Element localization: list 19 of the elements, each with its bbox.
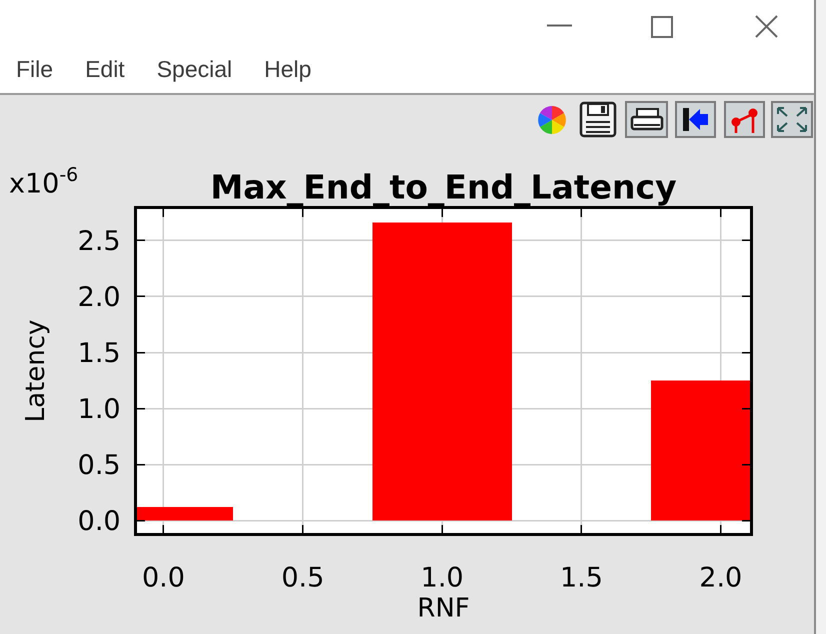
x-tick-label: 0.0 <box>142 562 185 594</box>
text: x10$^{-6}$ <box>9 164 78 200</box>
y-tick-label: 2.5 <box>78 226 121 257</box>
y-axis-title: Latency <box>21 320 52 422</box>
text: File <box>16 56 54 83</box>
x-axis-title: RNF <box>417 593 470 624</box>
text: Edit <box>85 56 125 83</box>
x-tick-label: 1.5 <box>560 562 603 594</box>
text: Help <box>264 56 312 83</box>
chart-title: Max_End_to_End_Latency <box>210 168 677 207</box>
text: Special <box>156 56 232 83</box>
x-tick-label: 1.0 <box>420 562 464 594</box>
y-tick-label: 1.5 <box>78 338 121 369</box>
y-tick-label: 1.0 <box>78 394 121 426</box>
y-tick-label: 0.5 <box>78 450 121 482</box>
x-tick-label: 0.5 <box>281 562 324 594</box>
y-tick-label: 2.0 <box>78 282 121 313</box>
y-tick-label: 0.0 <box>78 506 121 538</box>
x-tick-label: 2.0 <box>699 562 742 594</box>
